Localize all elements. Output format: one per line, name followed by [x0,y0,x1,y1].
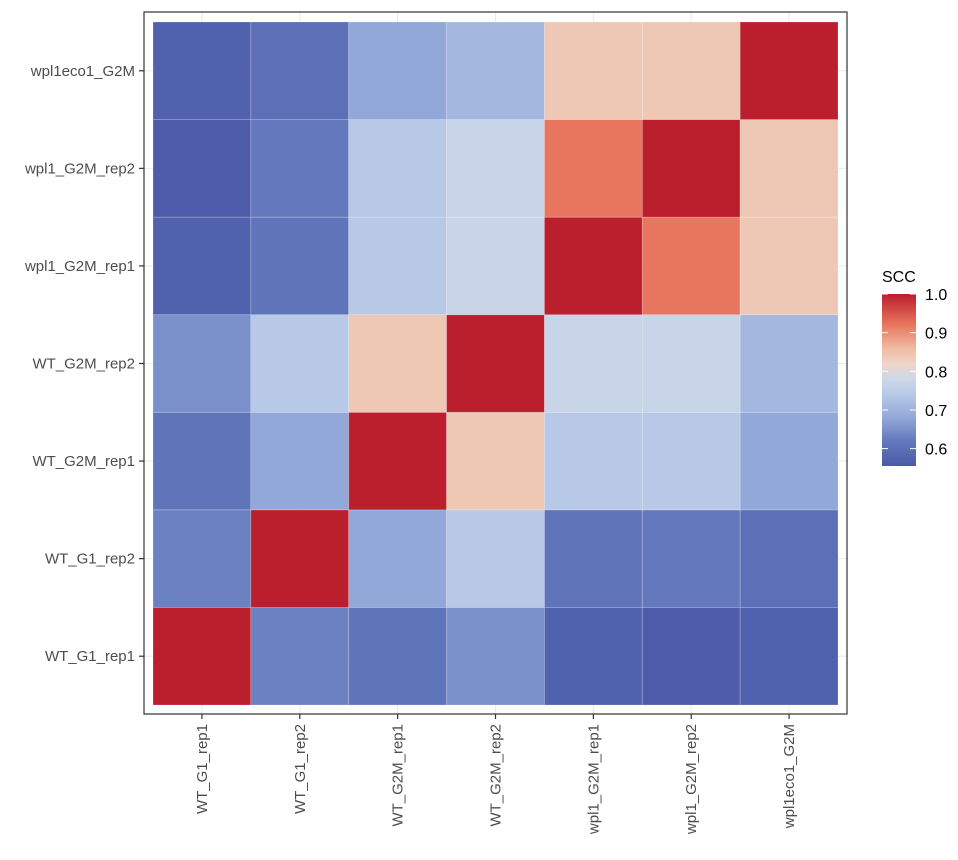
heatmap-cell [250,607,350,706]
heatmap-cell [544,216,643,316]
legend-tick-label: 0.8 [925,364,947,381]
heatmap-cell [739,314,839,413]
x-axis: WT_G1_rep1 WT_G1_rep2 WT_G2M_rep1 WT_G2M_re… [194,714,798,835]
heatmap-cell [544,607,643,706]
x-tick-label: wpl1_G2M_rep2 [683,724,700,835]
heatmap-cell [152,607,252,706]
y-tick-label: WT_G1_rep1 [45,648,135,665]
heatmap-cell [446,119,545,218]
heatmap-cell [739,216,839,316]
heatmap-cell [152,314,252,413]
y-tick-label: wpl1eco1_G2M [30,63,135,80]
heatmap-cell [152,216,252,316]
heatmap-cell [641,509,741,608]
heatmap-cell [739,21,839,120]
heatmap-cell [446,411,545,511]
x-tick-label: wpl1eco1_G2M [781,724,798,829]
heatmap-cell [544,314,643,413]
heatmap-cell [152,21,252,120]
x-tick-label: WT_G1_rep2 [292,724,309,814]
color-legend: SCC 1.0 0.9 0.8 0.7 0.6 [882,269,947,466]
y-tick-label: wpl1_G2M_rep1 [24,258,135,275]
x-tick-label: wpl1_G2M_rep1 [585,724,602,835]
heatmap-cell [446,509,545,608]
legend-tick-label: 0.7 [925,403,947,420]
heatmap-cell [250,314,350,413]
heatmap-cell [739,119,839,218]
heatmap-cell [152,119,252,218]
y-tick-label: WT_G1_rep2 [45,551,135,568]
heatmap-tiles [152,21,839,706]
y-axis: WT_G1_rep1 WT_G1_rep2 WT_G2M_rep1 WT_G2M_re… [24,63,144,665]
heatmap-cell [446,607,545,706]
heatmap-cell [250,119,350,218]
heatmap-cell [641,216,741,316]
legend-colorbar [882,294,916,466]
y-tick-label: wpl1_G2M_rep2 [24,160,135,177]
heatmap-cell [544,411,643,511]
heatmap-cell [348,21,447,120]
x-tick-label: WT_G1_rep1 [194,724,211,814]
x-tick-label: WT_G2M_rep1 [390,724,407,827]
heatmap-cell [446,314,545,413]
heatmap-cell [348,216,447,316]
heatmap-cell [348,411,447,511]
legend-tick-label: 0.6 [925,442,947,459]
legend-ticks: 1.0 0.9 0.8 0.7 0.6 [882,287,947,459]
heatmap-cell [641,607,741,706]
heatmap-cell [641,21,741,120]
legend-tick-label: 1.0 [925,287,947,304]
heatmap-cell [152,411,252,511]
heatmap-cell [544,21,643,120]
y-tick-label: WT_G2M_rep1 [32,453,135,470]
x-tick-label: WT_G2M_rep2 [488,724,505,827]
heatmap-cell [348,509,447,608]
heatmap-cell [446,21,545,120]
heatmap-cell [641,119,741,218]
heatmap-cell [348,314,447,413]
heatmap-cell [250,216,350,316]
heatmap-cell [250,21,350,120]
heatmap-cell [641,314,741,413]
legend-tick-label: 0.9 [925,326,947,343]
heatmap-cell [739,509,839,608]
legend-title: SCC [882,269,916,286]
heatmap-cell [446,216,545,316]
heatmap-cell [250,411,350,511]
heatmap-cell [739,411,839,511]
heatmap-cell [152,509,252,608]
heatmap-cell [544,119,643,218]
heatmap-cell [739,607,839,706]
y-tick-label: WT_G2M_rep2 [32,356,135,373]
heatmap-cell [348,119,447,218]
heatmap-cell [250,509,350,608]
heatmap-cell [544,509,643,608]
heatmap-cell [641,411,741,511]
heatmap-cell [348,607,447,706]
